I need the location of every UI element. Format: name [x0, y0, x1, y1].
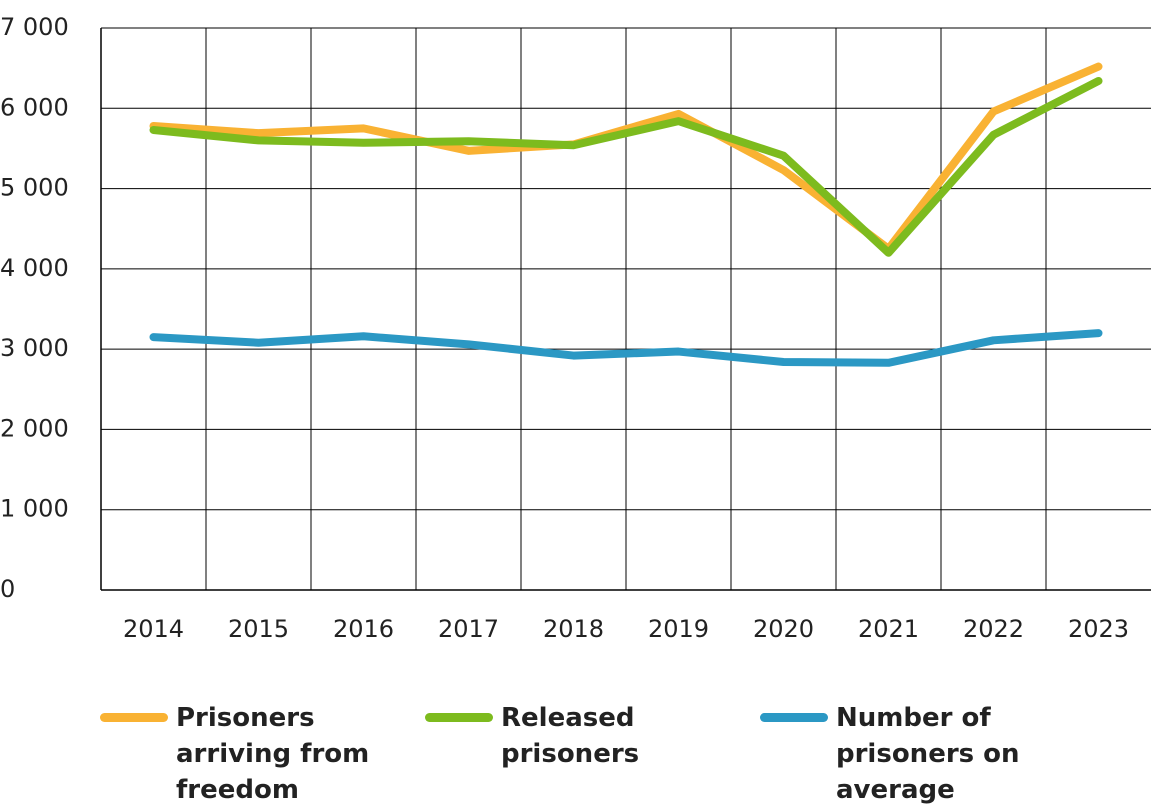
y-tick-label: 1 000	[0, 495, 69, 523]
legend-item: Number of prisoners on average	[760, 700, 1046, 808]
x-tick-label: 2016	[333, 615, 394, 643]
y-tick-label: 6 000	[0, 93, 69, 121]
y-tick-label: 2 000	[0, 414, 69, 442]
legend-swatch	[425, 713, 493, 722]
y-tick-label: 4 000	[0, 254, 69, 282]
x-tick-label: 2020	[753, 615, 814, 643]
legend-label: Number of prisoners on average	[836, 703, 1020, 805]
x-tick-label: 2019	[648, 615, 709, 643]
x-tick-label: 2021	[858, 615, 919, 643]
legend-swatch	[760, 713, 828, 722]
chart: 0 1 000 2 000 3 000 4 000 5 000 6 000 7 000 2014…	[0, 13, 1151, 643]
legend-label: Released prisoners	[501, 703, 640, 769]
x-tick-label: 2022	[963, 615, 1024, 643]
legend-swatch	[100, 713, 168, 722]
x-tick-label: 2017	[438, 615, 499, 643]
legend-label: Prisoners arriving from freedom	[176, 703, 370, 805]
y-tick-label: 5 000	[0, 174, 69, 202]
x-tick-label: 2023	[1068, 615, 1129, 643]
x-tick-label: 2018	[543, 615, 604, 643]
y-tick-label: 0	[0, 575, 15, 603]
series-line	[149, 329, 1103, 367]
legend-item: Prisoners arriving from freedom	[100, 700, 386, 808]
series-line	[149, 76, 1103, 257]
y-tick-label: 7 000	[0, 13, 69, 41]
y-tick-label: 3 000	[0, 334, 69, 362]
legend-item: Released prisoners	[425, 700, 711, 772]
x-tick-label: 2014	[123, 615, 184, 643]
x-tick-label: 2015	[228, 615, 289, 643]
